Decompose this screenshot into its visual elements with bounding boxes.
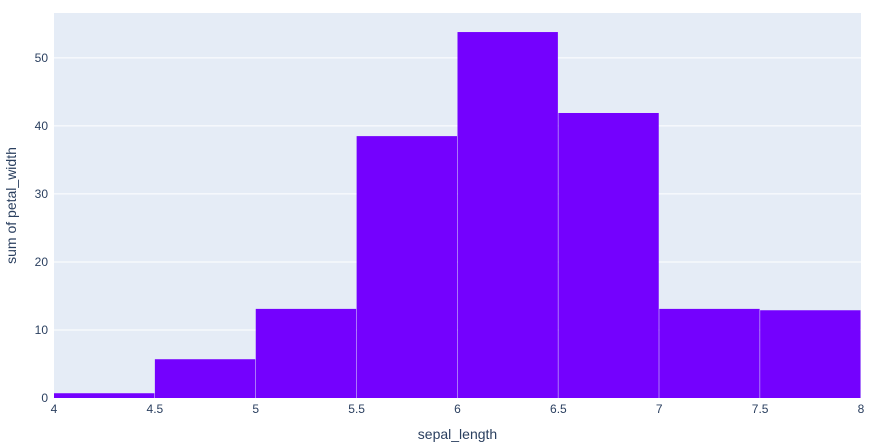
x-tick-label: 6.5	[550, 402, 567, 416]
histogram-bar	[154, 359, 256, 398]
y-tick-label: 40	[35, 119, 49, 133]
x-tick-label: 7.5	[752, 402, 769, 416]
y-tick-labels: 0 10 20 30 40 50	[35, 51, 49, 405]
bars	[54, 32, 861, 399]
y-tick-label: 50	[35, 51, 49, 65]
x-tick-label: 5.5	[348, 402, 365, 416]
y-tick-label: 30	[35, 187, 49, 201]
x-tick-labels: 4 4.5 5 5.5 6 6.5 7 7.5 8	[51, 402, 865, 416]
x-tick-label: 4.5	[147, 402, 164, 416]
histogram-bar	[356, 136, 457, 398]
x-tick-label: 7	[656, 402, 663, 416]
histogram-bar	[659, 308, 760, 398]
histogram-bar	[760, 310, 861, 398]
y-tick-label: 10	[35, 323, 49, 337]
y-tick-label: 20	[35, 255, 49, 269]
histogram-bar	[457, 32, 558, 399]
x-tick-label: 5	[252, 402, 259, 416]
x-axis-title: sepal_length	[418, 426, 497, 442]
histogram-bar	[54, 393, 155, 398]
y-axis-title: sum of petal_width	[3, 147, 19, 264]
x-tick-label: 6	[454, 402, 461, 416]
y-tick-label: 0	[41, 391, 48, 405]
x-tick-label: 4	[51, 402, 58, 416]
histogram-bar	[558, 112, 659, 399]
histogram-bar	[255, 308, 357, 398]
x-tick-label: 8	[858, 402, 865, 416]
